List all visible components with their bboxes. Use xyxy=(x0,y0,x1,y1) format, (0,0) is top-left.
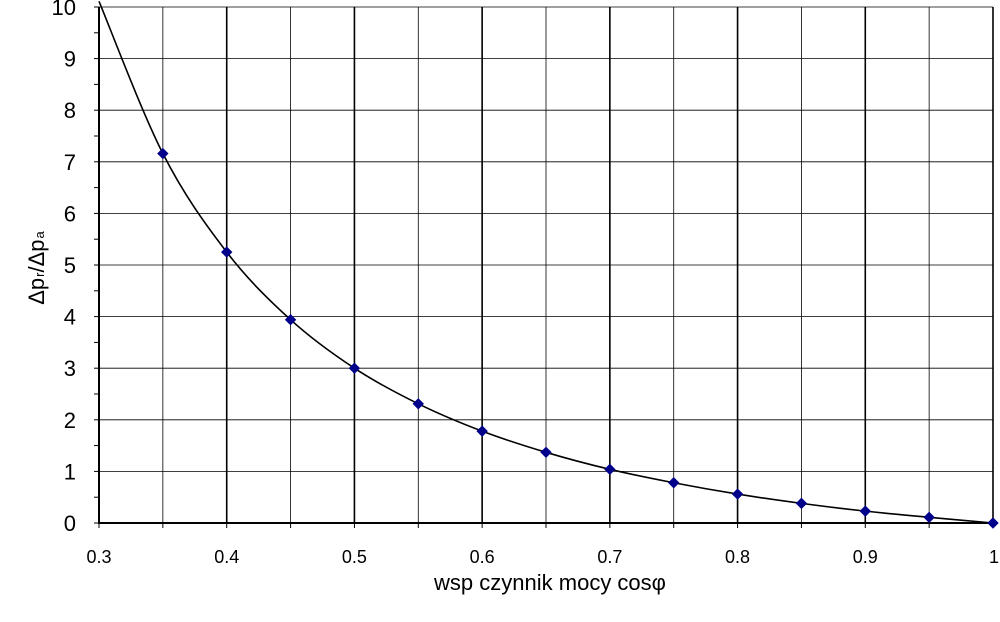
y-tick-label: 2 xyxy=(64,408,76,433)
data-point-marker xyxy=(476,425,488,437)
y-title-delta-1: Δ xyxy=(24,290,49,305)
y-tick-label: 7 xyxy=(64,150,76,175)
y-tick-label: 9 xyxy=(64,47,76,72)
data-point-marker xyxy=(795,497,808,510)
series-layer xyxy=(98,1,999,529)
data-point-marker xyxy=(157,147,169,160)
data-point-marker xyxy=(859,505,871,517)
y-tick-label: 4 xyxy=(64,305,76,330)
tick-labels: 0 1 2 3 4 5 6 7 8 9 10 0.3 0.4 0.5 0.6 0.7 0.8 0.9 1 xyxy=(52,0,999,567)
x-tick-label: 0.5 xyxy=(342,547,367,567)
x-tick-label: 0.4 xyxy=(214,547,239,567)
x-tick-label: 0.9 xyxy=(853,547,878,567)
data-point-marker xyxy=(668,477,680,489)
y-title-subscript-r: r xyxy=(32,272,47,277)
data-point-marker xyxy=(348,362,361,374)
data-point-marker xyxy=(731,488,744,500)
y-title-slash: / xyxy=(24,266,49,273)
y-axis-title: Δpr/Δpa xyxy=(24,230,49,304)
minor-gridlines xyxy=(99,6,993,523)
data-point-marker xyxy=(987,517,999,529)
y-tick-label: 8 xyxy=(64,98,76,123)
y-title-subscript-a: a xyxy=(32,230,47,238)
y-title-p-1: p xyxy=(24,278,49,290)
y-tick-label: 0 xyxy=(64,511,76,536)
x-tick-label: 0.7 xyxy=(597,547,622,567)
y-tick-label: 6 xyxy=(64,201,76,226)
x-tick-label: 0.6 xyxy=(470,547,495,567)
y-title-delta-2: Δ xyxy=(24,251,49,266)
data-point-marker xyxy=(923,511,935,524)
major-gridlines xyxy=(225,7,994,523)
x-axis-title: wsp czynnik mocy cosφ xyxy=(433,570,666,595)
y-title-p-2: p xyxy=(24,239,49,251)
data-point-marker xyxy=(412,398,424,410)
y-tick-label: 1 xyxy=(64,459,76,484)
data-point-marker xyxy=(284,313,297,326)
y-tick-label: 10 xyxy=(52,0,76,20)
data-point-marker xyxy=(221,246,233,258)
data-point-marker xyxy=(540,446,552,459)
axes xyxy=(94,6,994,528)
x-tick-label: 1 xyxy=(989,547,999,567)
y-tick-label: 3 xyxy=(64,356,76,381)
data-point-marker xyxy=(604,463,616,476)
x-tick-label: 0.3 xyxy=(86,547,111,567)
x-tick-label: 0.8 xyxy=(725,547,750,567)
y-tick-label: 5 xyxy=(64,253,76,278)
